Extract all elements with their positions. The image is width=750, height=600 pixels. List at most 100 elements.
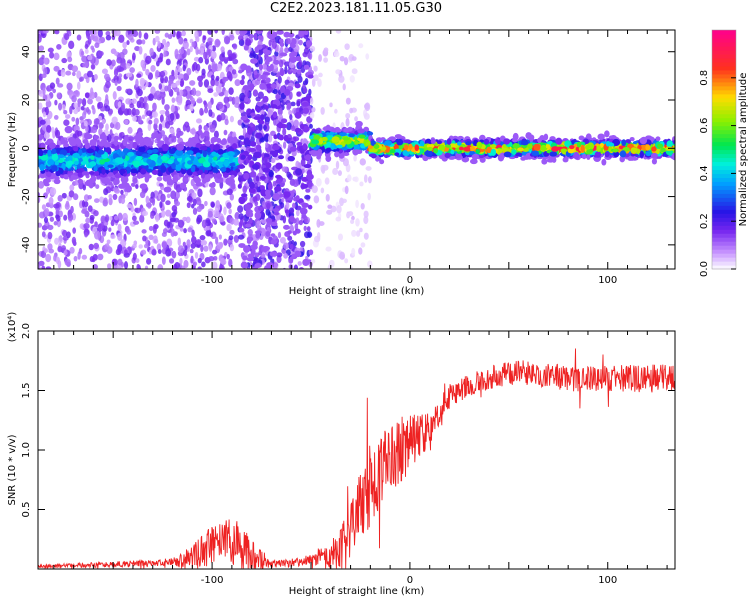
spectrogram-cell bbox=[126, 108, 132, 116]
spectrogram-cell bbox=[292, 313, 299, 319]
spectrogram-cell bbox=[255, 30, 264, 35]
spectrogram-cell bbox=[543, 133, 549, 141]
spectrogram-cell bbox=[246, 256, 254, 262]
spectrogram-cell bbox=[248, 302, 254, 308]
spectrogram-cell bbox=[155, 69, 160, 78]
spectrogram-cell bbox=[195, 238, 202, 245]
spectrogram-cell bbox=[149, 47, 154, 56]
spectrogram-cell bbox=[354, 116, 358, 122]
spectrogram-cell bbox=[238, 378, 246, 385]
spectrogram-cell bbox=[82, 62, 89, 68]
spectrogram-cell bbox=[138, 115, 142, 124]
spectrogram-cell bbox=[207, 88, 214, 94]
spectrogram-cell bbox=[158, 83, 163, 90]
spectrogram-cell bbox=[273, 59, 280, 65]
spectrogram-cell bbox=[275, 93, 281, 100]
spectrogram-cell bbox=[304, 154, 312, 161]
spectrogram-cell bbox=[189, 128, 196, 135]
spectrogram-cell bbox=[38, 102, 43, 110]
spectrogram-cell bbox=[57, 102, 63, 111]
spectrogram-cell bbox=[244, 203, 251, 211]
spectrogram-cell bbox=[260, 253, 266, 259]
spectrogram-cell bbox=[271, 150, 279, 158]
spectrogram-cell bbox=[152, 225, 157, 234]
spectrogram-cell bbox=[103, 188, 109, 196]
spectrogram-cell bbox=[97, 30, 103, 38]
spectrogram-cell bbox=[221, 30, 225, 36]
spectrogram-cell bbox=[49, 187, 57, 196]
spectrogram-cell bbox=[250, 16, 255, 20]
spectrogram-cell bbox=[176, 143, 185, 151]
spectrogram-cell bbox=[191, 87, 197, 96]
spectrogram-cell bbox=[242, 84, 250, 91]
spectrogram-cell bbox=[53, 221, 58, 226]
spectrogram-cell bbox=[251, 366, 258, 370]
spectrogram-cell bbox=[154, 30, 161, 34]
spectrogram-cell bbox=[213, 209, 220, 218]
spectrogram-cell bbox=[302, 143, 307, 150]
spectrogram-cell bbox=[278, 300, 282, 304]
spectrogram-cell bbox=[166, 193, 171, 199]
spectrogram-cell bbox=[122, 212, 128, 222]
spectrogram-cell bbox=[288, 109, 293, 116]
spectrogram-cell bbox=[292, 326, 300, 333]
spectrogram-cell bbox=[189, 80, 196, 86]
spectrogram-cell bbox=[159, 109, 166, 115]
spectrogram-cell bbox=[336, 205, 342, 214]
spectrogram-cell bbox=[178, 36, 184, 45]
spectrogram-cell bbox=[247, 154, 253, 161]
spectrogram-cell bbox=[289, 215, 295, 222]
spectrogram-cell bbox=[296, 91, 302, 97]
spectrogram-cell bbox=[367, 260, 373, 268]
spectrogram-cell bbox=[49, 142, 56, 149]
spectrogram-cell bbox=[303, 47, 310, 55]
spectrogram-cell bbox=[85, 106, 90, 113]
spectrogram-cell bbox=[170, 190, 177, 200]
spectrogram-cell bbox=[262, 167, 271, 173]
spectrogram-cell bbox=[265, 217, 273, 224]
spectrogram-cell bbox=[203, 176, 211, 183]
spectrogram-cell bbox=[222, 57, 229, 63]
spectrogram-cell bbox=[169, 258, 175, 264]
spectrogram-cell bbox=[243, 172, 250, 180]
spectrogram-cell bbox=[238, 331, 246, 337]
spectrogram-cell bbox=[335, 30, 342, 34]
spectrogram-cell bbox=[291, 202, 296, 209]
spectrogram-cell bbox=[51, 153, 59, 161]
spectrogram-cell bbox=[204, 140, 211, 147]
spectrogram-cell bbox=[51, 165, 58, 172]
spectrogram-cell bbox=[43, 132, 50, 140]
spectrogram-cell bbox=[298, 59, 303, 68]
spectrogram-cell bbox=[257, 35, 264, 40]
spectrogram-cell bbox=[98, 122, 104, 129]
spectrogram-cell bbox=[137, 172, 142, 180]
spectrogram-cell bbox=[263, 246, 270, 252]
spectrogram-cell bbox=[313, 129, 321, 134]
spectrogram-cell bbox=[191, 236, 197, 244]
spectrogram-cell bbox=[146, 158, 152, 165]
spectrogram-cell bbox=[243, 138, 251, 146]
spectrogram-cell bbox=[70, 205, 74, 214]
spectrogram-cell bbox=[278, 155, 285, 160]
spectrogram-cell bbox=[302, 137, 308, 147]
spectrogram-cell bbox=[262, 48, 269, 53]
spectrogram-cell bbox=[84, 132, 91, 140]
spectrogram-cell bbox=[283, 31, 291, 38]
spectrogram-cell bbox=[355, 120, 363, 128]
spectrogram-cell bbox=[88, 171, 95, 175]
spectrogram-cell bbox=[238, 213, 244, 220]
spectrogram-cell bbox=[353, 154, 357, 162]
spectrogram-cell bbox=[239, 102, 245, 110]
spectrogram-cell bbox=[254, 106, 260, 112]
spectrogram-cell bbox=[218, 241, 224, 248]
spectrogram-cell bbox=[111, 59, 116, 67]
spectrogram-cell bbox=[286, 102, 292, 110]
spectrogram-cell bbox=[291, 253, 296, 260]
spectrogram-cell bbox=[287, 398, 294, 402]
spectrogram-cell bbox=[218, 82, 222, 89]
spectrogram-cell bbox=[173, 87, 180, 93]
spectrogram-cell bbox=[189, 45, 193, 53]
spectrogram-cell bbox=[174, 68, 179, 76]
spectrogram-cell bbox=[179, 257, 183, 265]
spectrogram-cell bbox=[257, 18, 264, 22]
